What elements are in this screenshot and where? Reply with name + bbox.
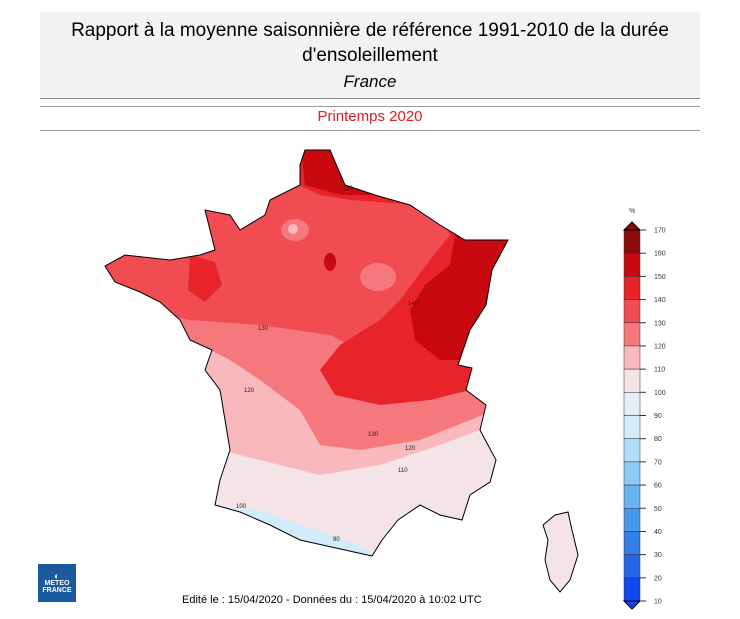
zone-130-center (360, 263, 396, 291)
divider (40, 106, 700, 107)
colorbar-swatch (623, 276, 641, 300)
contour-label: 110 (398, 468, 408, 474)
colorbar: 170 160 150 140 130 120 110 100 90 80 70 60 50 40 30 20… (622, 221, 666, 610)
contour-label: 140 (408, 301, 419, 307)
zone-150-east (410, 235, 508, 360)
logo-symbol-icon: ◐ (54, 571, 60, 581)
zone-spot (324, 253, 336, 271)
zone-130-140-west (205, 210, 345, 290)
zone-100-110 (105, 150, 508, 556)
colorbar-swatch (623, 577, 641, 602)
france-outline (104, 149, 509, 557)
title-line1: Rapport à la moyenne saisonnière de réfé… (71, 20, 669, 41)
colorbar-tick-label: 150 (654, 274, 666, 281)
logo-text: METEO (44, 580, 70, 587)
colorbar-swatch (623, 438, 641, 463)
footer-text: Edité le : 15/04/2020 - Données du : 15/… (182, 594, 482, 606)
colorbar-swatch (623, 345, 641, 370)
colorbar-tick-label: 40 (654, 529, 662, 536)
season-label: Printemps 2020 (317, 108, 423, 125)
colorbar-swatch (623, 508, 641, 532)
header-box: Rapport à la moyenne saisonnière de réfé… (40, 12, 700, 99)
colorbar-tick-label: 20 (654, 575, 662, 582)
colorbar-unit: % (629, 208, 635, 215)
contour-label: 130 (368, 432, 379, 438)
zone-spot (288, 224, 298, 234)
contour-label: 120 (244, 388, 255, 394)
zone-130-140 (105, 150, 508, 360)
colorbar-tick-label: 100 (654, 390, 666, 397)
colorbar-arrow-bottom (622, 600, 642, 610)
contour-label: 90 (333, 537, 340, 543)
subtitle: France (343, 72, 397, 91)
colorbar-swatch (623, 229, 641, 254)
zone-150-north (300, 150, 380, 195)
colorbar-tick-label: 60 (654, 483, 662, 490)
colorbar-arrow-top (622, 221, 642, 231)
contour-label: 120 (405, 446, 416, 452)
meteo-france-logo: ◐ METEO FRANCE (38, 564, 76, 602)
contour-label: 100 (236, 504, 247, 510)
colorbar-tick-label: 90 (654, 413, 662, 420)
zone-110-120 (105, 150, 508, 475)
zone-140-brittany (188, 255, 222, 302)
colorbar-tick-label: 110 (654, 367, 665, 374)
colorbar-tick-label: 130 (654, 320, 666, 327)
corsica (542, 511, 579, 593)
colorbar-tick-label: 120 (654, 343, 666, 350)
colorbar-swatch (623, 322, 641, 347)
colorbar-swatch (623, 531, 641, 555)
colorbar-tick-label: 170 (654, 228, 666, 235)
contour-label: 150 (343, 186, 354, 192)
logo-text: FRANCE (42, 587, 72, 594)
zone-120-130 (105, 150, 508, 450)
contour-label: 130 (258, 326, 269, 332)
zone-120-north (281, 219, 309, 241)
zone-90-100 (200, 505, 380, 556)
colorbar-swatch (623, 461, 641, 486)
colorbar-tick-label: 50 (654, 506, 662, 513)
colorbar-tick-label: 140 (654, 297, 666, 304)
colorbar-tick-label: 30 (654, 552, 662, 559)
colorbar-tick-label: 70 (654, 459, 662, 466)
colorbar-swatch (623, 252, 641, 277)
colorbar-tick-label: 80 (654, 436, 662, 443)
colorbar-swatch (623, 392, 641, 416)
colorbar-tick-label: 10 (654, 599, 662, 606)
title-line2: d'ensoleillement (302, 45, 438, 66)
colorbar-swatch (623, 484, 641, 509)
colorbar-swatch (623, 299, 641, 323)
zone-140-150 (205, 150, 508, 405)
colorbar-tick-label: 160 (654, 251, 666, 258)
colorbar-swatch (623, 368, 641, 393)
divider (40, 130, 700, 131)
colorbar-swatch (623, 415, 641, 439)
colorbar-swatch (623, 554, 641, 579)
